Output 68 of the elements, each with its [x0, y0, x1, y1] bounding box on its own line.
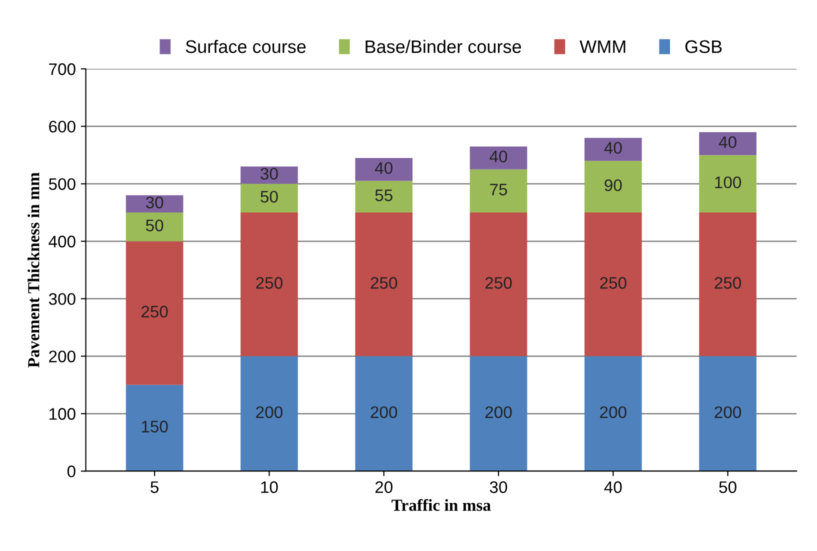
x-tick-label: 5 [150, 481, 159, 494]
data-label: 200 [600, 406, 626, 418]
bar [470, 169, 528, 213]
data-label: 40 [604, 142, 622, 154]
x-tick-label: 50 [719, 481, 736, 494]
data-label: 55 [375, 190, 392, 202]
data-label: 200 [485, 406, 512, 418]
y-tick-label: 300 [48, 293, 76, 305]
x-axis-title: Traffic in msa [392, 498, 491, 511]
data-label: 50 [260, 190, 278, 203]
y-tick-label: 400 [48, 236, 76, 248]
x-tick-label: 40 [604, 481, 622, 494]
data-label: 150 [142, 420, 168, 432]
data-label: 250 [370, 277, 398, 289]
bar [584, 160, 642, 213]
bar [126, 384, 184, 472]
y-tick-label: 600 [49, 120, 76, 133]
data-label: 90 [604, 179, 622, 192]
data-label: 50 [146, 220, 164, 232]
bar [470, 146, 528, 170]
data-label: 250 [600, 277, 626, 289]
bar [584, 356, 642, 472]
y-tick-label: 0 [67, 466, 76, 478]
y-tick-label: 500 [48, 178, 76, 190]
bar [699, 212, 756, 356]
bar [126, 195, 184, 213]
x-tick-label: 30 [490, 481, 508, 494]
data-label: 250 [256, 277, 282, 289]
y-tick-label: 700 [49, 63, 76, 76]
bar [355, 180, 413, 213]
bar [699, 356, 756, 472]
data-label: 200 [256, 406, 282, 418]
y-axis-title: Pavement Thickness in mm [28, 172, 40, 368]
bar [470, 212, 528, 356]
bar [126, 212, 184, 242]
bar [584, 138, 642, 161]
bar [240, 356, 298, 472]
data-label: 250 [714, 277, 742, 289]
data-label: 100 [715, 176, 742, 188]
bar [355, 158, 413, 181]
legend-label: WMM [580, 40, 626, 53]
legend-label: Surface course [186, 40, 306, 54]
data-label: 40 [374, 162, 392, 174]
bar [355, 212, 413, 356]
x-tick-label: 20 [375, 481, 392, 494]
bar [240, 212, 298, 356]
bar [240, 184, 298, 213]
bar [699, 132, 756, 156]
data-label: 200 [370, 406, 398, 418]
bar [355, 356, 413, 472]
y-tick-label: 100 [50, 408, 76, 420]
data-label: 250 [485, 277, 512, 289]
data-label: 40 [718, 136, 736, 148]
bar [470, 356, 528, 472]
bar [240, 166, 298, 184]
bar [699, 155, 756, 213]
x-tick-label: 10 [261, 481, 278, 494]
legend-label: Base/Binder course [366, 40, 522, 54]
data-label: 30 [260, 168, 278, 180]
data-label: 75 [490, 184, 508, 196]
data-label: 40 [490, 150, 508, 162]
data-label: 200 [714, 406, 742, 418]
legend-label: GSB [685, 40, 722, 54]
data-label: 30 [146, 196, 164, 208]
data-label: 250 [142, 306, 168, 318]
bar [584, 212, 642, 356]
bar [126, 241, 184, 385]
y-tick-label: 200 [49, 350, 76, 362]
